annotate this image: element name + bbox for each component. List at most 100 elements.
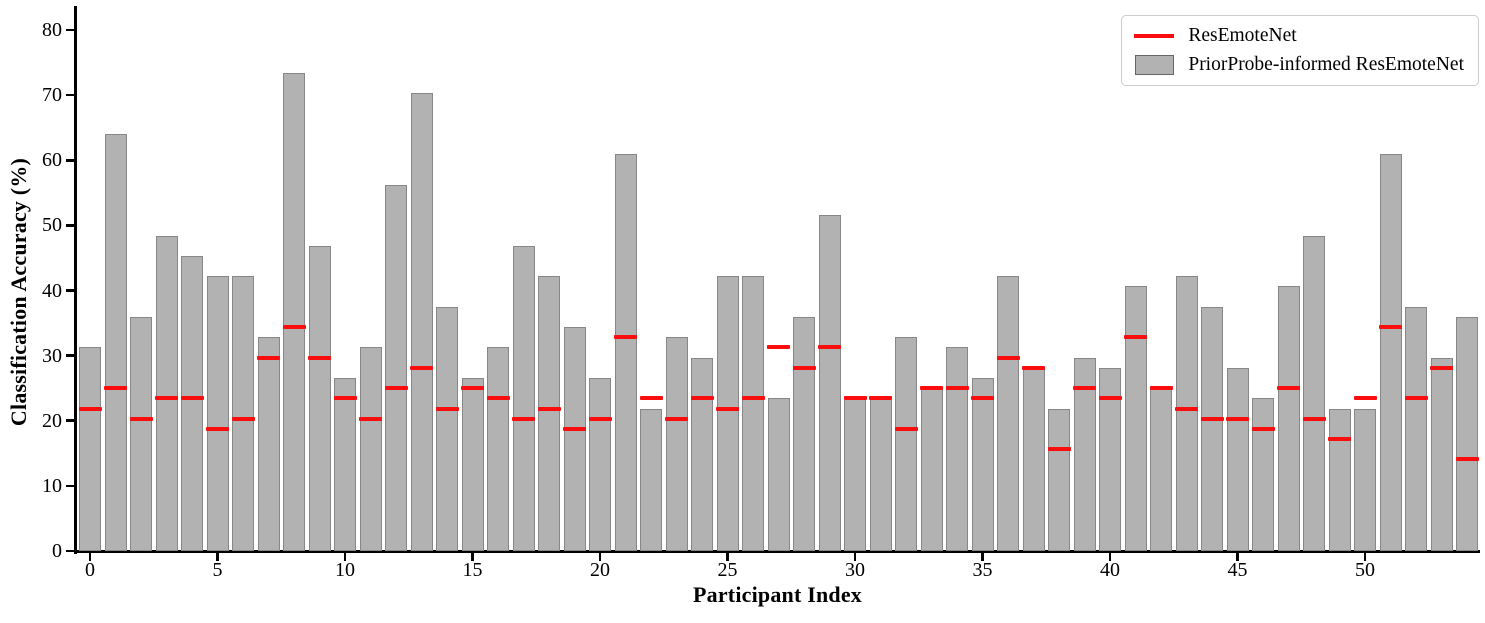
bar-participant-18	[538, 276, 560, 551]
x-tick-label: 10	[335, 559, 355, 581]
bar-participant-3	[155, 235, 178, 551]
bar-participant-28	[793, 316, 815, 551]
bar-participant-21	[614, 154, 637, 551]
dash-marker-participant-0	[78, 406, 102, 411]
bar-participant-4	[181, 255, 203, 551]
legend-patch-swatch	[1134, 55, 1174, 76]
bar-participant-51	[1379, 154, 1402, 551]
x-tick-label: 25	[717, 559, 738, 581]
bar-participant-7	[257, 337, 280, 551]
dash-marker-participant-44	[1200, 416, 1224, 421]
x-tick-label: 45	[1227, 559, 1248, 581]
bar-participant-23	[665, 337, 688, 551]
dash-marker-participant-35	[971, 396, 994, 401]
bar-participant-47	[1277, 286, 1300, 551]
dash-marker-participant-2	[129, 416, 153, 421]
bar-participant-10	[334, 378, 356, 551]
x-tick-label: 35	[972, 559, 993, 581]
bar-participant-54	[1456, 316, 1478, 551]
dash-marker-participant-15	[461, 386, 484, 391]
x-tick	[1236, 553, 1239, 561]
x-tick	[1108, 553, 1112, 561]
y-tick-label: 60	[42, 149, 62, 172]
y-tick-label: 80	[42, 19, 62, 41]
bar-participant-34	[946, 347, 968, 551]
bar-participant-25	[716, 276, 739, 551]
bar-participant-30	[844, 398, 866, 551]
dash-marker-participant-17	[512, 416, 535, 421]
legend-label: PriorProbe-informed ResEmoteNet	[1188, 54, 1464, 75]
dash-marker-participant-50	[1353, 396, 1377, 401]
bar-participant-42	[1150, 388, 1172, 551]
bar-participant-2	[130, 316, 152, 551]
x-tick	[343, 553, 347, 561]
x-tick-label: 40	[1100, 559, 1120, 581]
y-tick	[66, 549, 74, 553]
dash-marker-participant-6	[231, 416, 255, 421]
y-tick-label: 20	[42, 409, 62, 432]
x-tick	[1363, 553, 1367, 561]
x-axis-spine	[74, 549, 1480, 553]
bar-participant-5	[206, 276, 229, 551]
bar-participant-46	[1252, 398, 1274, 551]
dash-marker-participant-36	[996, 355, 1020, 360]
bar-participant-50	[1354, 408, 1376, 551]
y-tick-label: 70	[42, 84, 62, 107]
y-tick	[66, 354, 74, 357]
dash-marker-participant-23	[665, 416, 688, 421]
bar-participant-24	[691, 357, 713, 551]
bar-participant-0	[79, 347, 101, 551]
bar-participant-22	[640, 408, 662, 551]
bar-participant-36	[997, 276, 1019, 551]
bar-participant-39	[1073, 357, 1096, 551]
dash-marker-participant-14	[435, 406, 459, 411]
y-tick	[66, 484, 74, 488]
dash-marker-participant-32	[894, 426, 918, 431]
x-tick-label: 30	[845, 559, 865, 581]
bar-participant-43	[1175, 276, 1198, 551]
dash-marker-participant-42	[1149, 386, 1173, 391]
dash-marker-participant-11	[359, 416, 382, 421]
bar-participant-48	[1303, 235, 1325, 551]
dash-marker-participant-22	[639, 396, 663, 401]
y-tick-label: 50	[42, 214, 62, 237]
dash-marker-participant-47	[1277, 386, 1300, 391]
dash-marker-participant-45	[1226, 416, 1249, 421]
bar-participant-35	[971, 378, 994, 551]
dash-marker-participant-31	[869, 396, 892, 401]
x-tick	[471, 553, 474, 561]
x-tick-label: 0	[85, 559, 95, 581]
dash-marker-participant-34	[945, 386, 969, 391]
bar-participant-6	[232, 276, 254, 551]
dash-marker-participant-18	[537, 406, 561, 411]
bar-participant-41	[1124, 286, 1147, 551]
dash-marker-participant-26	[741, 396, 765, 401]
dash-marker-participant-54	[1455, 457, 1479, 462]
dash-marker-participant-7	[257, 355, 280, 360]
dash-marker-participant-40	[1098, 396, 1122, 401]
y-tick-label: 0	[52, 540, 62, 562]
bar-participant-8	[283, 72, 305, 551]
bar-participant-19	[563, 327, 586, 551]
x-tick	[216, 553, 219, 561]
bar-participant-20	[589, 378, 611, 551]
dash-marker-participant-20	[588, 416, 612, 421]
bar-participant-33	[920, 388, 943, 551]
bar-participant-49	[1328, 408, 1351, 551]
bar-participant-12	[385, 184, 407, 551]
dash-marker-participant-33	[920, 386, 943, 391]
bar-participant-44	[1201, 306, 1223, 551]
dash-marker-participant-13	[410, 365, 433, 370]
dash-marker-participant-41	[1124, 335, 1147, 340]
y-tick	[66, 28, 74, 32]
y-tick	[66, 289, 74, 292]
dash-marker-participant-3	[155, 396, 178, 401]
dash-marker-participant-46	[1251, 426, 1275, 431]
legend-label: ResEmoteNet	[1188, 25, 1297, 46]
x-tick-label: 15	[462, 559, 483, 581]
dash-marker-participant-8	[282, 325, 306, 330]
dash-marker-participant-37	[1022, 365, 1045, 370]
legend-line-swatch	[1134, 26, 1175, 47]
x-tick	[598, 553, 602, 561]
dash-marker-participant-4	[180, 396, 204, 401]
